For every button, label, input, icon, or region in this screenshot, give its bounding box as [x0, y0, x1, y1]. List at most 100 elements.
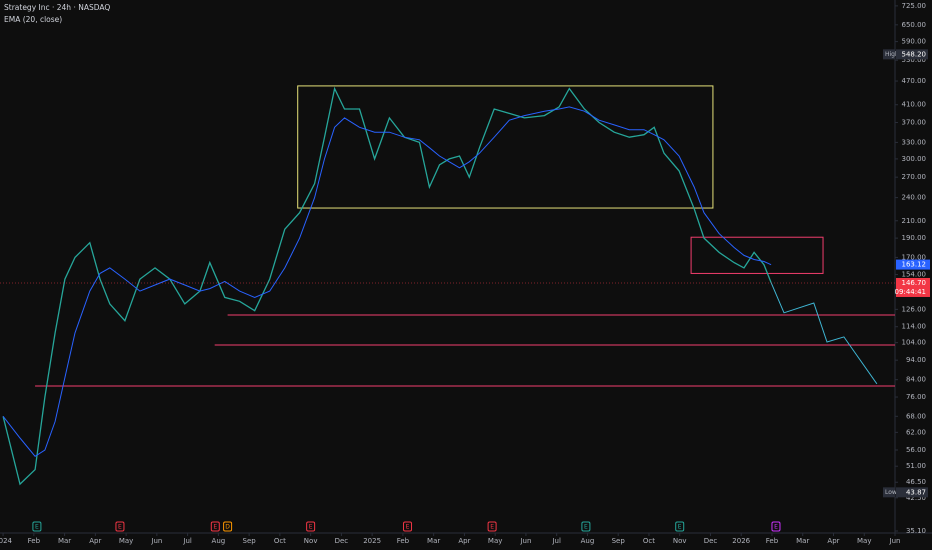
event-marker — [32, 521, 42, 532]
badge-bg — [896, 49, 928, 60]
event-label: E — [678, 524, 682, 531]
x-tick-label: 2025 — [363, 537, 381, 545]
y-tick-label: 76.00 — [906, 393, 926, 401]
x-tick-label: 2024 — [0, 537, 13, 545]
badge-bg — [896, 487, 928, 498]
y-tick-label: 56.00 — [906, 446, 926, 454]
x-tick-label: Jun — [889, 537, 901, 545]
x-tick-label: Apr — [458, 537, 470, 545]
y-tick-label: 590.00 — [902, 38, 927, 46]
x-tick-label: 2026 — [732, 537, 750, 545]
y-tick-label: 35.10 — [906, 527, 926, 535]
badge-value: 43.87 — [906, 488, 926, 496]
last-price-label: 146.70 — [902, 279, 927, 287]
x-tick-label: May — [488, 537, 502, 545]
event-marker — [581, 521, 591, 532]
x-tick-label: Jun — [150, 537, 162, 545]
y-tick-label: 62.00 — [906, 428, 926, 436]
y-tick-label: 370.00 — [902, 119, 927, 127]
event-label: E — [584, 524, 588, 531]
event-label: E — [118, 524, 122, 531]
y-tick-label: 650.00 — [902, 21, 927, 29]
y-tick-label: 154.00 — [902, 271, 927, 279]
badge-bg — [883, 49, 895, 60]
x-tick-label: Jul — [551, 537, 561, 545]
zone-box — [297, 85, 714, 209]
zone-box — [690, 236, 824, 274]
y-tick-label: 330.00 — [902, 138, 927, 146]
x-tick-label: Nov — [673, 537, 687, 545]
event-marker — [210, 521, 220, 532]
x-tick-label: Sep — [612, 537, 626, 545]
event-marker — [115, 521, 125, 532]
y-tick-label: 470.00 — [902, 77, 927, 85]
event-label: E — [213, 524, 217, 531]
x-tick-label: Feb — [397, 537, 410, 545]
y-tick-label: 240.00 — [902, 194, 927, 202]
event-marker — [675, 521, 685, 532]
event-label: E — [490, 524, 494, 531]
x-tick-label: Aug — [581, 537, 595, 545]
event-label: E — [406, 524, 410, 531]
x-tick-label: May — [857, 537, 871, 545]
y-tick-label: 190.00 — [902, 234, 927, 242]
y-tick-label: 210.00 — [902, 217, 927, 225]
ema-price-tag — [896, 259, 930, 270]
y-tick-label: 42.50 — [906, 494, 926, 502]
y-tick-label: 114.00 — [902, 323, 927, 331]
y-tick-label: 270.00 — [902, 173, 927, 181]
event-label: E — [35, 524, 39, 531]
event-label: E — [774, 524, 778, 531]
event-marker — [487, 521, 497, 532]
ema-line — [2, 106, 772, 457]
x-tick-label: Aug — [212, 537, 226, 545]
y-tick-label: 300.00 — [902, 155, 927, 163]
y-tick-label: 126.00 — [902, 305, 927, 313]
countdown-label: 09:44:41 — [895, 288, 926, 296]
chart-title: Strategy Inc · 24h · NASDAQ — [4, 3, 110, 12]
x-tick-label: May — [119, 537, 133, 545]
projection-path — [770, 282, 878, 385]
indicator-legend: EMA (20, close) — [4, 15, 62, 24]
x-tick-label: Dec — [335, 537, 349, 545]
badge-label: High — [885, 51, 899, 58]
y-tick-label: 104.00 — [902, 339, 927, 347]
badge-value: 548.20 — [902, 50, 927, 58]
x-tick-label: Jun — [519, 537, 531, 545]
event-marker — [306, 521, 316, 532]
y-tick-label: 725.00 — [902, 2, 927, 10]
x-tick-label: Apr — [827, 537, 839, 545]
x-tick-label: Feb — [28, 537, 41, 545]
event-label: D — [225, 524, 230, 531]
x-tick-label: Mar — [58, 537, 71, 545]
x-tick-label: Mar — [427, 537, 440, 545]
x-tick-label: Oct — [643, 537, 655, 545]
badge-bg — [883, 487, 895, 498]
y-tick-label: 46.50 — [906, 478, 926, 486]
price-line — [2, 86, 772, 486]
event-marker — [771, 521, 781, 532]
x-tick-label: Sep — [243, 537, 257, 545]
y-tick-label: 170.00 — [902, 253, 927, 261]
y-tick-label: 94.00 — [906, 356, 926, 364]
y-tick-label: 68.00 — [906, 412, 926, 420]
event-marker — [403, 521, 413, 532]
x-tick-label: Jul — [182, 537, 192, 545]
y-tick-label: 84.00 — [906, 376, 926, 384]
y-tick-label: 410.00 — [902, 101, 927, 109]
x-tick-label: Nov — [304, 537, 318, 545]
x-tick-label: Oct — [274, 537, 286, 545]
x-tick-label: Dec — [704, 537, 718, 545]
y-tick-label: 530.00 — [902, 56, 927, 64]
x-tick-label: Mar — [796, 537, 809, 545]
x-tick-label: Apr — [89, 537, 101, 545]
ema-price-label: 163.12 — [902, 261, 927, 269]
event-marker — [223, 521, 233, 532]
x-tick-label: Feb — [766, 537, 779, 545]
last-price-tag — [896, 277, 930, 297]
event-label: E — [309, 524, 313, 531]
y-tick-label: 51.00 — [906, 462, 926, 470]
